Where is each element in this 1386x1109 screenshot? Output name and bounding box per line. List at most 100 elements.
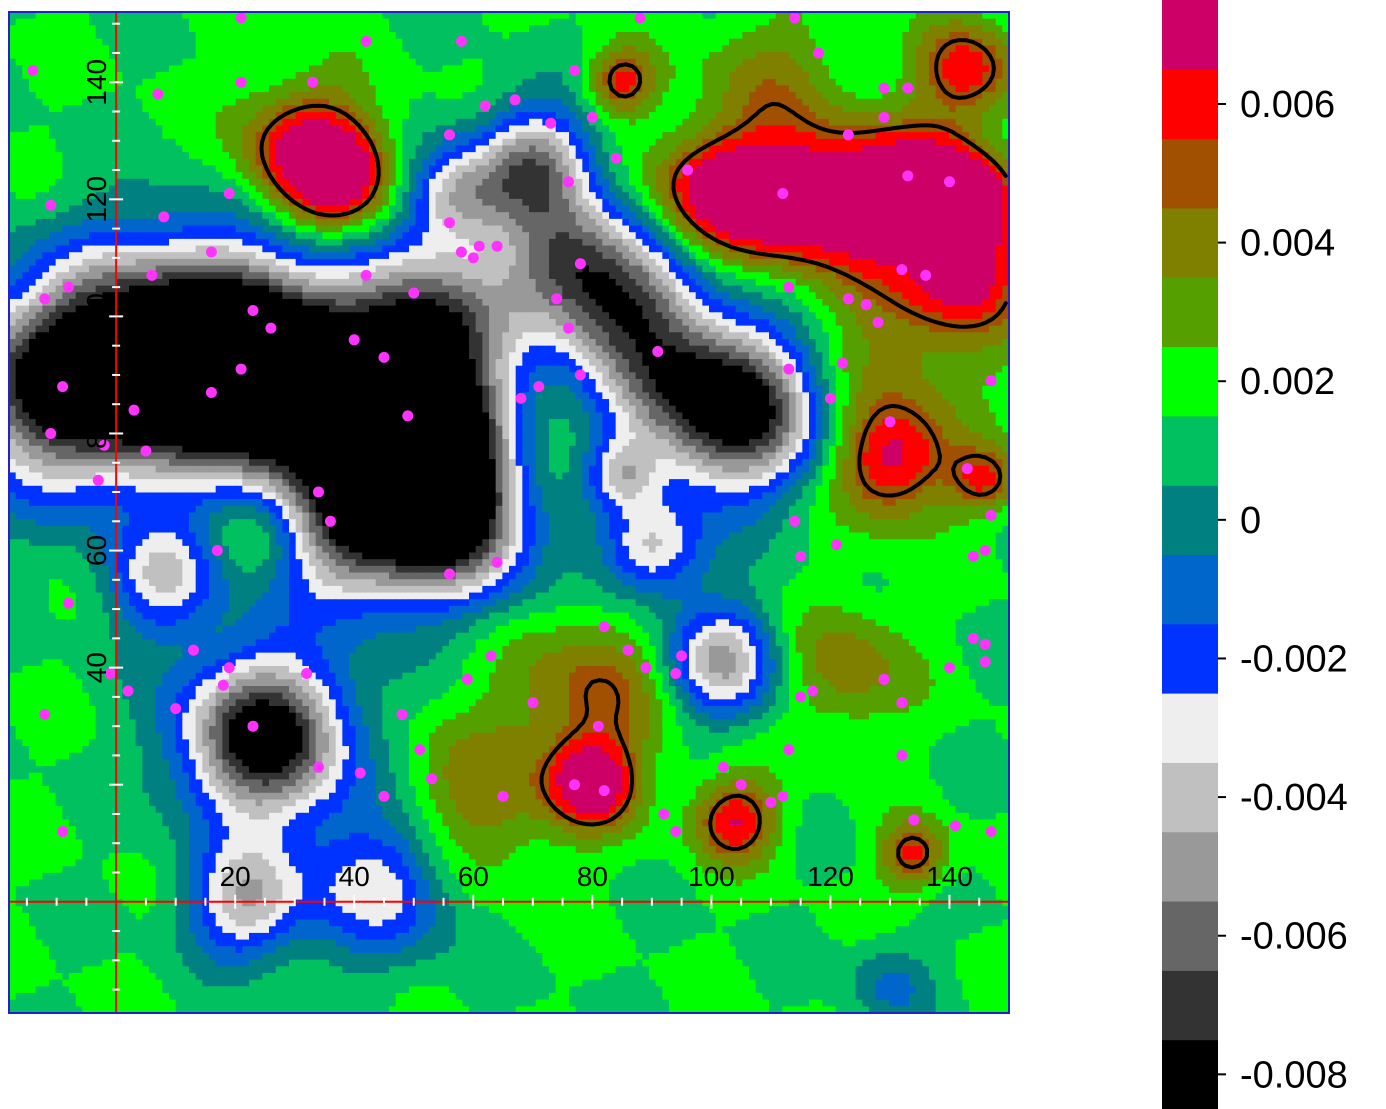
heatmap-cell bbox=[536, 12, 543, 19]
heatmap-cell bbox=[56, 52, 63, 59]
heatmap-cell bbox=[356, 65, 363, 72]
heatmap-cell bbox=[456, 179, 463, 186]
heatmap-cell bbox=[509, 186, 516, 193]
heatmap-cell bbox=[482, 92, 489, 99]
heatmap-cell bbox=[16, 132, 23, 139]
heatmap-cell bbox=[496, 105, 503, 112]
heatmap-cell bbox=[29, 39, 36, 46]
heatmap-cell bbox=[902, 39, 909, 46]
heatmap-cell bbox=[429, 219, 436, 226]
heatmap-cell bbox=[676, 85, 683, 92]
heatmap-cell bbox=[796, 199, 803, 206]
heatmap-cell bbox=[616, 219, 623, 226]
heatmap-cell bbox=[529, 139, 536, 146]
heatmap-cell bbox=[69, 119, 76, 126]
heatmap-cell bbox=[649, 165, 656, 172]
heatmap-cell bbox=[16, 39, 23, 46]
heatmap-cell bbox=[716, 112, 723, 119]
heatmap-cell bbox=[869, 199, 876, 206]
heatmap-cell bbox=[582, 39, 589, 46]
heatmap-cell bbox=[809, 192, 816, 199]
heatmap-cell bbox=[449, 85, 456, 92]
heatmap-cell bbox=[516, 19, 523, 26]
heatmap-cell bbox=[269, 19, 276, 26]
heatmap-cell bbox=[176, 105, 183, 112]
heatmap-cell bbox=[709, 12, 716, 19]
heatmap-cell bbox=[176, 19, 183, 26]
heatmap-cell bbox=[536, 186, 543, 193]
heatmap-cell bbox=[756, 25, 763, 32]
heatmap-cell bbox=[49, 99, 56, 106]
heatmap-cell bbox=[522, 152, 529, 159]
heatmap-cell bbox=[349, 152, 356, 159]
heatmap-cell bbox=[16, 105, 23, 112]
heatmap-cell bbox=[882, 192, 889, 199]
heatmap-cell bbox=[322, 139, 329, 146]
heatmap-cell bbox=[736, 186, 743, 193]
heatmap-cell bbox=[922, 39, 929, 46]
heatmap-cell bbox=[422, 105, 429, 112]
heatmap-cell bbox=[989, 119, 996, 126]
heatmap-cell bbox=[616, 32, 623, 39]
heatmap-cell bbox=[629, 199, 636, 206]
heatmap-cell bbox=[422, 125, 429, 132]
heatmap-cell bbox=[169, 59, 176, 66]
heatmap-cell bbox=[836, 52, 843, 59]
heatmap-cell bbox=[376, 119, 383, 126]
heatmap-cell bbox=[356, 192, 363, 199]
heatmap-cell bbox=[296, 59, 303, 66]
heatmap-cell bbox=[956, 206, 963, 213]
heatmap-cell bbox=[842, 92, 849, 99]
heatmap-cell bbox=[476, 159, 483, 166]
heatmap-cell bbox=[89, 139, 96, 146]
heatmap-cell bbox=[462, 192, 469, 199]
heatmap-cell bbox=[796, 105, 803, 112]
heatmap-cell bbox=[822, 199, 829, 206]
heatmap-cell bbox=[756, 206, 763, 213]
heatmap-cell bbox=[762, 59, 769, 66]
heatmap-cell bbox=[496, 39, 503, 46]
heatmap-cell bbox=[402, 19, 409, 26]
heatmap-cell bbox=[976, 125, 983, 132]
heatmap-cell bbox=[716, 206, 723, 213]
heatmap-cell bbox=[142, 39, 149, 46]
heatmap-cell bbox=[516, 186, 523, 193]
heatmap-cell bbox=[882, 219, 889, 226]
heatmap-cell bbox=[996, 186, 1003, 193]
heatmap-cell bbox=[322, 12, 329, 19]
heatmap-cell bbox=[349, 132, 356, 139]
heatmap-cell bbox=[209, 192, 216, 199]
heatmap-cell bbox=[229, 105, 236, 112]
heatmap-cell bbox=[136, 145, 143, 152]
heatmap-cell bbox=[402, 32, 409, 39]
heatmap-cell bbox=[849, 92, 856, 99]
heatmap-cell bbox=[429, 159, 436, 166]
heatmap-cell bbox=[689, 125, 696, 132]
heatmap-cell bbox=[662, 212, 669, 219]
heatmap-cell bbox=[56, 199, 63, 206]
heatmap-cell bbox=[982, 112, 989, 119]
heatmap-cell bbox=[96, 19, 103, 26]
heatmap-cell bbox=[582, 125, 589, 132]
heatmap-cell bbox=[642, 186, 649, 193]
heatmap-cell bbox=[602, 25, 609, 32]
heatmap-cell bbox=[156, 179, 163, 186]
heatmap-cell bbox=[909, 199, 916, 206]
heatmap-cell bbox=[369, 212, 376, 219]
heatmap-cell bbox=[402, 186, 409, 193]
heatmap-cell bbox=[876, 99, 883, 106]
heatmap-cell bbox=[556, 219, 563, 226]
heatmap-cell bbox=[716, 105, 723, 112]
heatmap-cell bbox=[682, 99, 689, 106]
heatmap-cell bbox=[849, 192, 856, 199]
heatmap-cell bbox=[602, 139, 609, 146]
heatmap-cell bbox=[876, 52, 883, 59]
heatmap-cell bbox=[129, 32, 136, 39]
heatmap-cell bbox=[922, 72, 929, 79]
heatmap-cell bbox=[916, 92, 923, 99]
heatmap-cell bbox=[229, 39, 236, 46]
heatmap-cell bbox=[409, 125, 416, 132]
heatmap-cell bbox=[689, 159, 696, 166]
heatmap-cell bbox=[649, 159, 656, 166]
heatmap-cell bbox=[396, 139, 403, 146]
